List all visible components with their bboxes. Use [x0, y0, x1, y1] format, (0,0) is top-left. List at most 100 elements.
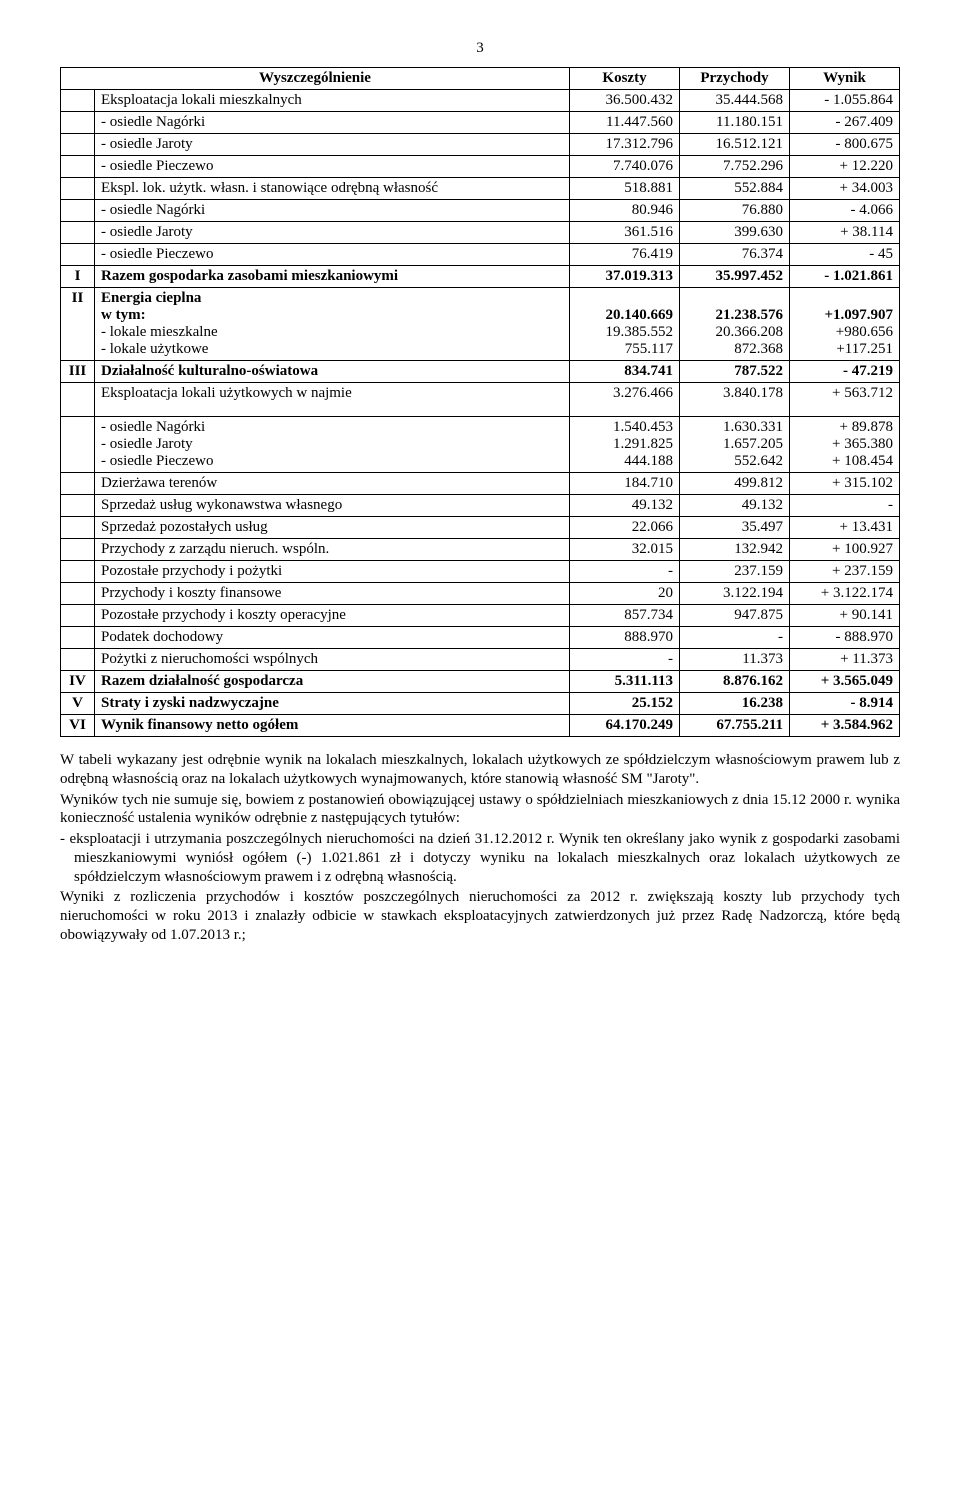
row-index: [61, 649, 95, 671]
row-index: IV: [61, 671, 95, 693]
row-desc: - osiedle Nagórki: [95, 200, 570, 222]
table-row: Pozostałe przychody i koszty operacyjne8…: [61, 605, 900, 627]
table-row: Sprzedaż usług wykonawstwa własnego49.13…: [61, 495, 900, 517]
row-wynik: - 4.066: [790, 200, 900, 222]
table-row: Eksploatacja lokali użytkowych w najmie3…: [61, 383, 900, 417]
row-index: [61, 605, 95, 627]
row-desc: - osiedle Nagórki- osiedle Jaroty- osied…: [95, 417, 570, 473]
row-desc: Straty i zyski nadzwyczajne: [95, 693, 570, 715]
row-desc: Pozostałe przychody i koszty operacyjne: [95, 605, 570, 627]
row-wynik: - 1.055.864: [790, 90, 900, 112]
row-wynik: - 47.219: [790, 361, 900, 383]
row-index: [61, 417, 95, 473]
table-row: VStraty i zyski nadzwyczajne25.15216.238…: [61, 693, 900, 715]
row-wynik: + 34.003: [790, 178, 900, 200]
row-przychody: 35.444.568: [680, 90, 790, 112]
row-przychody: 132.942: [680, 539, 790, 561]
row-wynik: + 89.878+ 365.380+ 108.454: [790, 417, 900, 473]
row-wynik: - 8.914: [790, 693, 900, 715]
row-koszty: 37.019.313: [570, 266, 680, 288]
row-wynik: + 90.141: [790, 605, 900, 627]
paragraph: - eksploatacji i utrzymania poszczególny…: [60, 830, 900, 886]
row-przychody: 499.812: [680, 473, 790, 495]
row-przychody: 947.875: [680, 605, 790, 627]
row-wynik: + 237.159: [790, 561, 900, 583]
row-wynik: + 38.114: [790, 222, 900, 244]
table-row: Przychody i koszty finansowe203.122.194+…: [61, 583, 900, 605]
row-przychody: 49.132: [680, 495, 790, 517]
table-row: - osiedle Nagórki80.94676.880- 4.066: [61, 200, 900, 222]
row-przychody: 399.630: [680, 222, 790, 244]
row-przychody: 8.876.162: [680, 671, 790, 693]
table-row: Pożytki z nieruchomości wspólnych-11.373…: [61, 649, 900, 671]
row-desc: Działalność kulturalno-oświatowa: [95, 361, 570, 383]
row-index: III: [61, 361, 95, 383]
row-wynik: - 800.675: [790, 134, 900, 156]
row-wynik: -: [790, 495, 900, 517]
row-koszty: 17.312.796: [570, 134, 680, 156]
row-desc: - osiedle Jaroty: [95, 222, 570, 244]
table-row: Ekspl. lok. użytk. własn. i stanowiące o…: [61, 178, 900, 200]
row-przychody: -: [680, 627, 790, 649]
row-koszty: 20.140.66919.385.552755.117: [570, 288, 680, 361]
row-index: [61, 473, 95, 495]
row-wynik: + 3.122.174: [790, 583, 900, 605]
row-index: [61, 627, 95, 649]
row-desc: Sprzedaż usług wykonawstwa własnego: [95, 495, 570, 517]
row-index: [61, 200, 95, 222]
row-desc: Pozostałe przychody i pożytki: [95, 561, 570, 583]
table-row: - osiedle Nagórki- osiedle Jaroty- osied…: [61, 417, 900, 473]
row-wynik: - 888.970: [790, 627, 900, 649]
row-index: [61, 90, 95, 112]
row-wynik: - 267.409: [790, 112, 900, 134]
row-przychody: 552.884: [680, 178, 790, 200]
row-koszty: 32.015: [570, 539, 680, 561]
row-desc: Eksploatacja lokali użytkowych w najmie: [95, 383, 570, 417]
row-koszty: 64.170.249: [570, 715, 680, 737]
row-index: [61, 244, 95, 266]
row-desc: Wynik finansowy netto ogółem: [95, 715, 570, 737]
table-row: - osiedle Jaroty17.312.79616.512.121- 80…: [61, 134, 900, 156]
table-row: - osiedle Nagórki11.447.56011.180.151- 2…: [61, 112, 900, 134]
table-row: IIIDziałalność kulturalno-oświatowa834.7…: [61, 361, 900, 383]
row-index: [61, 517, 95, 539]
table-row: VIWynik finansowy netto ogółem64.170.249…: [61, 715, 900, 737]
row-desc: - osiedle Jaroty: [95, 134, 570, 156]
row-desc: Razem działalność gospodarcza: [95, 671, 570, 693]
table-row: Sprzedaż pozostałych usług22.06635.497+ …: [61, 517, 900, 539]
paragraph: W tabeli wykazany jest odrębnie wynik na…: [60, 751, 900, 789]
row-koszty: 80.946: [570, 200, 680, 222]
row-wynik: + 11.373: [790, 649, 900, 671]
row-desc: Ekspl. lok. użytk. własn. i stanowiące o…: [95, 178, 570, 200]
row-koszty: 5.311.113: [570, 671, 680, 693]
row-koszty: 184.710: [570, 473, 680, 495]
table-row: IRazem gospodarka zasobami mieszkaniowym…: [61, 266, 900, 288]
table-row: IIEnergia cieplnaw tym:- lokale mieszkal…: [61, 288, 900, 361]
col-header-wynik: Wynik: [790, 68, 900, 90]
row-wynik: + 3.565.049: [790, 671, 900, 693]
row-desc: Przychody z zarządu nieruch. wspóln.: [95, 539, 570, 561]
row-koszty: 11.447.560: [570, 112, 680, 134]
page-number: 3: [60, 40, 900, 57]
row-przychody: 76.880: [680, 200, 790, 222]
row-index: [61, 495, 95, 517]
row-desc: Dzierżawa terenów: [95, 473, 570, 495]
row-index: V: [61, 693, 95, 715]
row-wynik: - 1.021.861: [790, 266, 900, 288]
row-desc: - osiedle Pieczewo: [95, 244, 570, 266]
row-index: I: [61, 266, 95, 288]
table-row: Dzierżawa terenów184.710499.812+ 315.102: [61, 473, 900, 495]
row-wynik: +1.097.907+980.656+117.251: [790, 288, 900, 361]
row-desc: - osiedle Pieczewo: [95, 156, 570, 178]
row-przychody: 76.374: [680, 244, 790, 266]
row-wynik: + 100.927: [790, 539, 900, 561]
table-row: - osiedle Pieczewo7.740.0767.752.296+ 12…: [61, 156, 900, 178]
body-text: W tabeli wykazany jest odrębnie wynik na…: [60, 751, 900, 945]
paragraph: Wyników tych nie sumuje się, bowiem z po…: [60, 791, 900, 829]
row-koszty: 49.132: [570, 495, 680, 517]
row-wynik: + 563.712: [790, 383, 900, 417]
row-desc: Przychody i koszty finansowe: [95, 583, 570, 605]
table-row: IVRazem działalność gospodarcza5.311.113…: [61, 671, 900, 693]
row-koszty: 36.500.432: [570, 90, 680, 112]
row-przychody: 1.630.3311.657.205552.642: [680, 417, 790, 473]
